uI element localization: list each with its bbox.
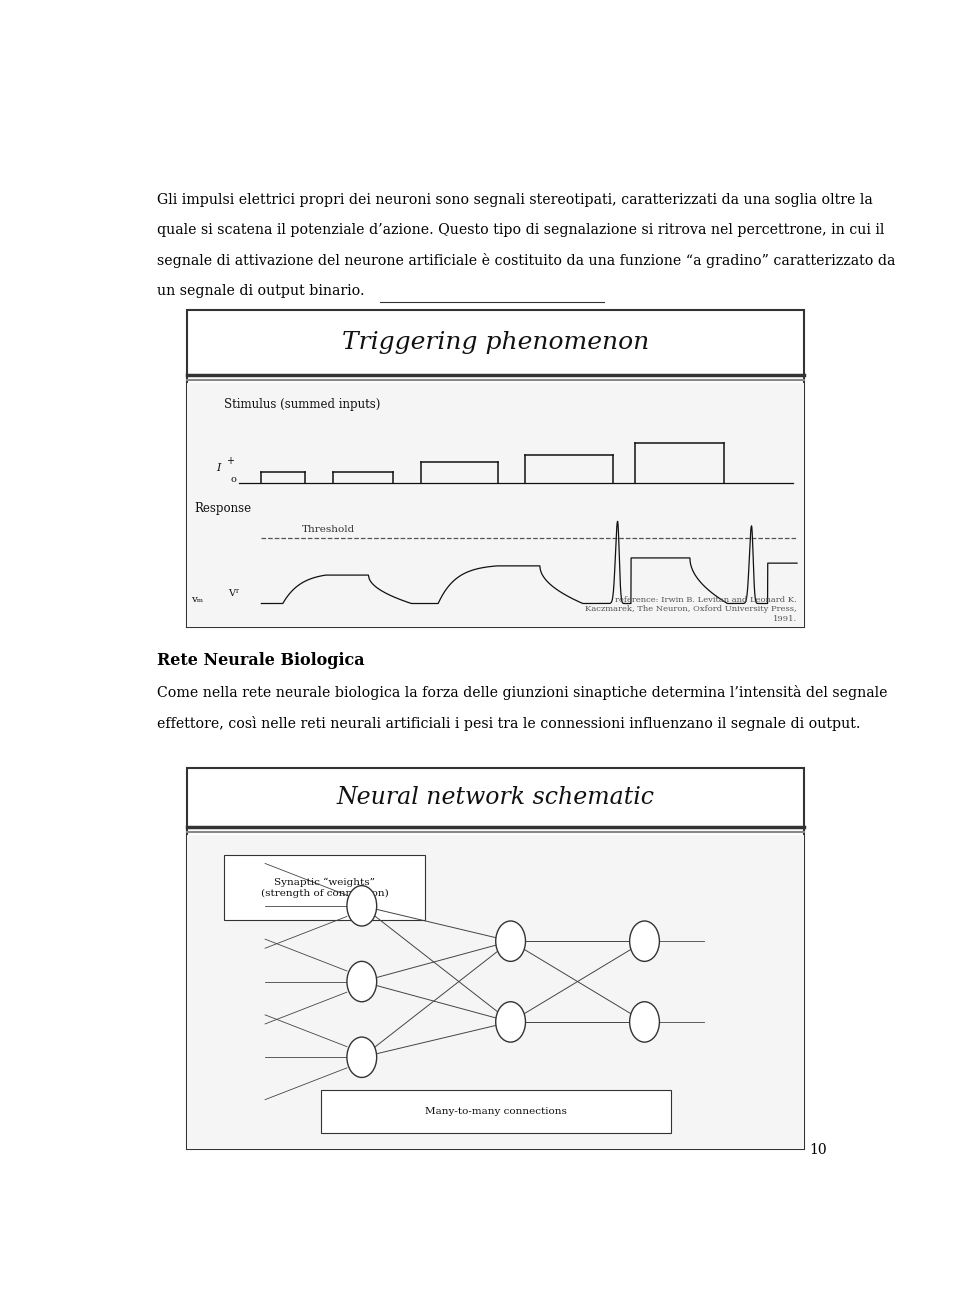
Bar [187,309,804,627]
Bar [225,855,425,920]
Bar [187,768,804,1148]
Text: Neural network schematic: Neural network schematic [337,785,655,809]
Text: Gli impulsi elettrici propri dei neuroni sono segnali stereotipati, caratterizza: Gli impulsi elettrici propri dei neuroni… [157,193,873,207]
Text: +: + [227,456,234,465]
Circle shape [495,922,525,961]
Text: segnale di attivazione del neurone artificiale è costituito da una funzione “a g: segnale di attivazione del neurone artif… [157,253,896,269]
Text: Many-to-many connections: Many-to-many connections [424,1108,566,1116]
Bar [187,835,804,1148]
Text: un segnale di output binario.: un segnale di output binario. [157,283,365,298]
Circle shape [630,922,660,961]
Text: Triggering phenomenon: Triggering phenomenon [342,332,649,354]
Text: effettore, così nelle reti neurali artificiali i pesi tra le connessioni influen: effettore, così nelle reti neurali artif… [157,716,861,730]
Text: Come nella rete neurale biologica la forza delle giunzioni sinaptiche determina : Come nella rete neurale biologica la for… [157,686,888,700]
Circle shape [347,1037,376,1078]
Text: reference: Irwin B. Levitan and Leonard K.
Kaczmarek, The Neuron, Oxford Univers: reference: Irwin B. Levitan and Leonard … [586,597,797,623]
Text: Synaptic “weights”
(strength of connection): Synaptic “weights” (strength of connecti… [261,878,389,898]
Text: I: I [216,463,221,473]
Circle shape [347,961,376,1002]
Circle shape [347,886,376,926]
Circle shape [630,1002,660,1042]
Text: Vᵀ: Vᵀ [228,589,239,598]
Bar [187,383,804,627]
Text: Stimulus (summed inputs): Stimulus (summed inputs) [225,397,380,410]
Text: Rete Neurale Biologica: Rete Neurale Biologica [157,652,365,669]
Text: o: o [230,476,236,484]
Text: quale si scatena il potenziale d’azione. Questo tipo di segnalazione si ritrova : quale si scatena il potenziale d’azione.… [157,223,884,237]
Text: 10: 10 [809,1143,827,1156]
Bar [321,1089,670,1134]
Text: vₘ: vₘ [191,595,203,604]
Text: Threshold: Threshold [302,526,355,535]
Text: Response: Response [194,502,252,515]
Circle shape [495,1002,525,1042]
